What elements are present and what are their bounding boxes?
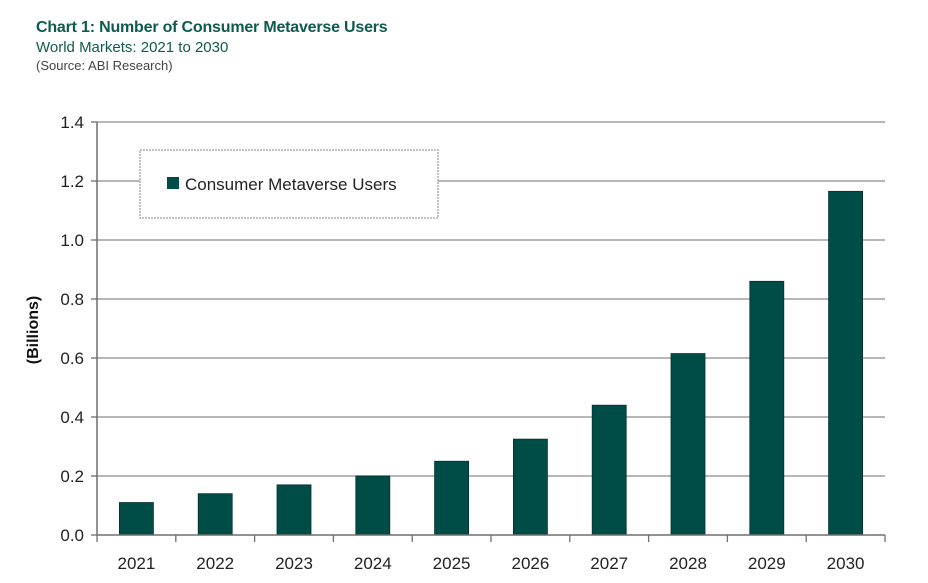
y-tick-label: 0.8 xyxy=(60,290,84,309)
chart-subtitle: World Markets: 2021 to 2030 xyxy=(36,39,229,56)
bar-2029 xyxy=(749,280,785,536)
x-tick-labels: 2021 2022 2023 2024 2025 2026 2027 2028 2029 2030 xyxy=(117,554,864,573)
bar-2022 xyxy=(197,493,233,536)
bar-2021 xyxy=(119,502,154,536)
y-tick-label: 0.2 xyxy=(60,467,84,486)
x-tick-label: 2021 xyxy=(117,554,155,573)
bar-2023 xyxy=(276,484,312,536)
x-tick-label: 2022 xyxy=(196,554,234,573)
legend-box xyxy=(139,149,439,219)
y-tick-label: 1.0 xyxy=(60,231,84,250)
bar-2024 xyxy=(355,475,391,536)
legend-label: Consumer Metaverse Users xyxy=(185,175,397,194)
x-tick-label: 2026 xyxy=(511,554,549,573)
bar-2025 xyxy=(434,460,470,536)
x-tick-label: 2024 xyxy=(354,554,392,573)
x-tick-label: 2025 xyxy=(433,554,471,573)
x-tick-label: 2030 xyxy=(827,554,865,573)
y-tick-labels: 0.0 0.2 0.4 0.6 0.8 1.0 1.2 1.4 xyxy=(60,113,84,545)
bar-2027 xyxy=(591,404,627,536)
chart-header: Chart 1: Number of Consumer Metaverse Us… xyxy=(36,18,388,74)
chart-title: Chart 1: Number of Consumer Metaverse Us… xyxy=(36,19,388,36)
y-tick-label: 1.2 xyxy=(60,172,84,191)
x-tick-label: 2027 xyxy=(590,554,628,573)
x-tick-label: 2028 xyxy=(669,554,707,573)
bar-2028 xyxy=(670,353,706,536)
y-tick-label: 1.4 xyxy=(60,113,84,132)
axes xyxy=(96,122,886,542)
legend: Consumer Metaverse Users xyxy=(139,149,439,219)
y-tick-label: 0.6 xyxy=(60,349,84,368)
chart-source: (Source: ABI Research) xyxy=(36,58,173,73)
bars xyxy=(119,190,863,536)
y-tick-label: 0.4 xyxy=(60,408,84,427)
y-axis-label: (Billions) xyxy=(25,296,42,364)
bar-2030 xyxy=(828,190,863,536)
y-tick-label: 0.0 xyxy=(60,526,84,545)
x-tick-label: 2023 xyxy=(275,554,313,573)
x-tick-label: 2029 xyxy=(748,554,786,573)
bar-2026 xyxy=(513,438,548,536)
legend-swatch xyxy=(167,177,179,189)
